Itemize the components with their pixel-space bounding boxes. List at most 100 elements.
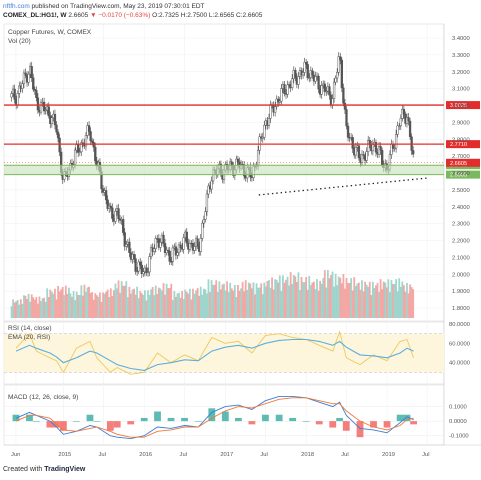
- candle-body: [149, 247, 153, 257]
- volume-bar: [38, 296, 41, 318]
- volume-bar: [344, 288, 346, 318]
- candle-body: [367, 139, 370, 152]
- volume-bar: [323, 270, 326, 318]
- volume-bar: [140, 293, 143, 318]
- volume-bar: [294, 276, 297, 318]
- macd-histogram-bar: [181, 417, 188, 422]
- volume-bar: [142, 294, 145, 318]
- macd-histogram-bar: [140, 417, 148, 422]
- axis-labels: 3.4000 3.3000 3.2000 3.1000 3.0000 2.9000 2.80…: [11, 36, 470, 458]
- volume-bar: [114, 283, 117, 318]
- volume-bar: [334, 273, 337, 318]
- candle-body: [402, 108, 406, 115]
- volume-bar: [60, 289, 63, 318]
- volume-bar: [128, 286, 131, 318]
- candle-body: [332, 81, 336, 99]
- candle-body: [177, 244, 181, 253]
- price-tick-label: 2.9000: [452, 120, 470, 126]
- volume-bar: [399, 286, 402, 318]
- volume-bar: [179, 297, 182, 318]
- level-price-tag: [446, 140, 480, 149]
- support-price-label: 2.5905: [450, 173, 467, 179]
- candle-body: [125, 244, 128, 247]
- volume-bar: [356, 283, 359, 318]
- candle-body: [132, 254, 136, 259]
- volume-bar: [233, 284, 236, 318]
- macd-signal-line: [15, 397, 414, 438]
- candle-body: [22, 72, 26, 84]
- candle-body: [171, 247, 174, 262]
- macd-histogram-bar: [93, 421, 101, 422]
- volume-bar: [381, 289, 384, 318]
- volume-bars: [10, 270, 415, 318]
- price-axis[interactable]: [444, 24, 481, 445]
- candle-body: [267, 118, 271, 126]
- volume-bar: [283, 282, 286, 318]
- macd-tick-label: -0.1000: [449, 434, 469, 440]
- candle-body: [334, 77, 337, 83]
- candle-body: [111, 207, 114, 219]
- candle-body: [10, 93, 13, 98]
- candle-body: [381, 150, 384, 165]
- volume-bar: [78, 294, 81, 318]
- volume-bar: [164, 294, 166, 318]
- candle-body: [104, 190, 108, 201]
- volume-bar: [50, 291, 53, 318]
- tradingview-logo[interactable]: TradingView: [44, 466, 86, 473]
- candle-body: [55, 124, 58, 133]
- volume-bar: [246, 289, 249, 318]
- volume-bar: [412, 289, 415, 318]
- volume-bar: [202, 288, 205, 318]
- time-tick-label: Jul: [341, 452, 348, 458]
- price-change: ▼ −0.0170 (−0.63%): [90, 12, 151, 19]
- volume-bar: [188, 288, 191, 318]
- candle-body: [371, 144, 375, 152]
- candle-body: [201, 222, 204, 239]
- volume-bar: [384, 282, 387, 318]
- candle-body: [73, 149, 77, 166]
- volume-bar: [359, 289, 362, 318]
- volume-bar: [30, 294, 33, 318]
- candle-body: [135, 270, 139, 273]
- macd-line: [15, 395, 414, 440]
- candle-body: [50, 117, 54, 125]
- candle-body: [140, 264, 143, 274]
- candle-body: [210, 180, 213, 190]
- volume-bar: [326, 270, 329, 318]
- volume-bar: [339, 277, 342, 318]
- volume-bar: [55, 299, 58, 318]
- macd-histogram-bar: [289, 417, 297, 422]
- macd-histogram-bar: [234, 417, 242, 422]
- candle-body: [146, 271, 150, 274]
- candle-body: [27, 73, 30, 83]
- volume-bar: [401, 281, 404, 318]
- volume-bar: [156, 293, 159, 318]
- candle-body: [18, 85, 21, 94]
- candle-body: [297, 76, 300, 85]
- candle-body: [30, 66, 33, 78]
- candle-body: [337, 56, 340, 73]
- site-link[interactable]: nftfh.com: [3, 3, 30, 10]
- volume-bar: [361, 280, 363, 318]
- candle-body: [122, 219, 125, 233]
- volume-bar: [379, 279, 382, 318]
- volume-bar: [37, 303, 39, 318]
- volume-bar: [193, 293, 196, 318]
- volume-bar: [221, 284, 224, 318]
- volume-bar: [254, 294, 256, 318]
- support-band: [4, 165, 444, 175]
- volume-bar: [299, 290, 301, 318]
- candle-body: [89, 131, 92, 142]
- volume-bar: [345, 278, 348, 318]
- volume-bar: [16, 299, 19, 318]
- volume-bar: [395, 279, 398, 318]
- candle-body: [407, 117, 410, 122]
- volume-bar: [10, 306, 13, 318]
- candle-body: [311, 70, 314, 76]
- candle-body: [174, 246, 178, 256]
- price-tick-label: 2.3000: [452, 222, 470, 228]
- symbol-line: COMEX_DL:HG1!, W 2.6605 ▼ −0.0170 (−0.63…: [3, 11, 262, 20]
- volume-bar: [305, 277, 308, 318]
- volume-bar: [75, 291, 78, 318]
